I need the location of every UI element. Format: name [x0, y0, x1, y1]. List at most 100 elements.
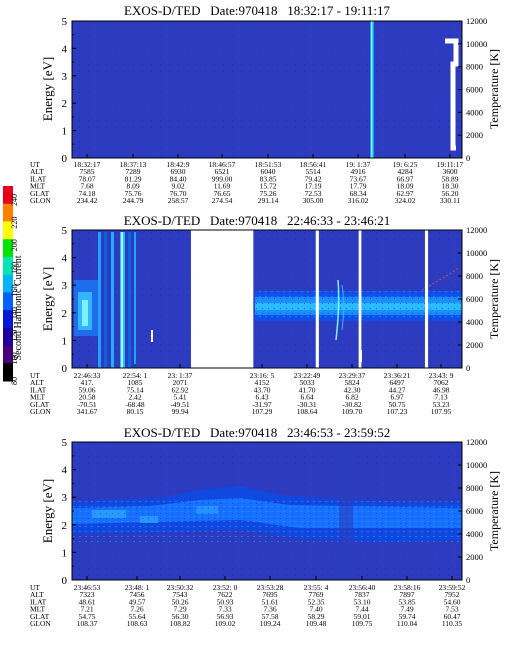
ephemeris-value: 108.37	[77, 619, 98, 628]
ephemeris-value: 55.64	[129, 612, 146, 621]
ephemeris-value: 324.02	[395, 196, 416, 205]
ephemeris-value: 5514	[306, 167, 321, 176]
ephemeris-row-label: GLON	[30, 407, 51, 416]
ephemeris-value: 2071	[173, 378, 188, 387]
panel-1-texture	[72, 21, 462, 158]
panel-1-ylabel: Energy [eV]	[40, 57, 55, 121]
ephemeris-value: 7062	[434, 378, 449, 387]
y2-tick-label: 2000	[466, 340, 483, 350]
colorbar-tick-label: 100	[10, 352, 19, 364]
ephemeris-value: 3600	[443, 167, 458, 176]
plot-frame	[71, 441, 463, 581]
ephemeris-value: 7585	[80, 167, 95, 176]
ephemeris-value: 23:50:32	[167, 583, 194, 592]
ephemeris-value: 53.10	[354, 597, 371, 606]
ephemeris-value: 23:59:52	[439, 583, 466, 592]
panel-3-y2label: Temperature [K]	[487, 471, 501, 551]
ephemeris-value: 59.01	[354, 612, 371, 621]
ephemeris-value: 4916	[351, 167, 366, 176]
ephemeris-value: 79.42	[305, 174, 322, 183]
ephemeris-value: 50.26	[172, 597, 189, 606]
ephemeris-value: 46.98	[433, 385, 450, 394]
ephemeris-value: 7.68	[80, 182, 93, 191]
ephemeris-value: 17.19	[305, 182, 322, 191]
ephemeris-value: 19:11:17	[437, 160, 464, 169]
y-tick-label: 4	[62, 43, 68, 55]
ephemeris-value: 23:52: 0	[213, 583, 238, 592]
panel-1-title: EXOS-D/TED Date:970418 18:32:17 - 19:11:…	[124, 3, 390, 18]
ephemeris-value: 50.93	[217, 597, 234, 606]
ephemeris-value: 7.49	[400, 605, 413, 614]
ephemeris-value: 78.07	[79, 174, 96, 183]
panel-1: EXOS-D/TED Date:970418 18:32:17 - 19:11:…	[30, 3, 501, 205]
y-tick-label: 3	[62, 492, 68, 504]
ephemeris-value: 49.57	[129, 597, 146, 606]
data-gap	[358, 230, 362, 368]
ephemeris-value: 107.23	[387, 407, 408, 416]
ephemeris-value: 7543	[173, 590, 188, 599]
colorbar-swatch	[3, 239, 13, 258]
y2-tick-label: 4000	[466, 107, 483, 117]
ephemeris-value: 7897	[400, 590, 415, 599]
ephemeris-value: 59.74	[399, 612, 416, 621]
ephemeris-value: 62.92	[172, 385, 189, 394]
ephemeris-row-label: ILAT	[30, 174, 47, 183]
y-tick-label: 3	[62, 71, 68, 83]
ephemeris-row-label: UT	[30, 583, 40, 592]
ephemeris-row-label: GLAT	[30, 400, 50, 409]
ephemeris-value: 18:32:17	[74, 160, 101, 169]
panel-2-title: EXOS-D/TED Date:970418 22:46:33 - 23:46:…	[124, 213, 390, 228]
y2-tick-label: 6000	[466, 294, 483, 304]
ephemeris-value: 17.79	[350, 182, 367, 191]
y2-tick-label: 6000	[466, 85, 483, 95]
panel-2-early-spikes	[74, 232, 153, 368]
y-tick-label: 0	[62, 153, 68, 165]
ephemeris-row-label: GLON	[30, 619, 51, 628]
colorbar-tick-label: 220	[10, 217, 19, 229]
y-tick-label: 0	[62, 575, 68, 587]
ephemeris-value: 75.76	[125, 189, 142, 198]
colorbar-tick-label: 80	[10, 377, 19, 385]
colorbar-swatch	[3, 327, 13, 347]
panel-2-ylabel: Energy [eV]	[40, 267, 55, 331]
ephemeris-value: 244.79	[123, 196, 144, 205]
ephemeris-value: 7.26	[130, 605, 143, 614]
ephemeris-value: 11.69	[214, 182, 231, 191]
ephemeris-value: 6497	[390, 378, 405, 387]
ephemeris-value: 18:51:53	[255, 160, 282, 169]
colorbar-swatch	[3, 310, 13, 329]
ephemeris-value: 19: 6:25	[393, 160, 418, 169]
y2-tick-label: 10000	[466, 39, 487, 49]
ephemeris-value: 19: 1:37	[346, 160, 371, 169]
panel-2-y2label: Temperature [K]	[487, 259, 501, 339]
ephemeris-value: 7289	[126, 167, 141, 176]
y2-tick-label: 8000	[466, 483, 483, 493]
ephemeris-value: 4284	[398, 167, 413, 176]
y-tick-label: 4	[62, 253, 68, 265]
ephemeris-value: 316.02	[348, 196, 369, 205]
ephemeris-value: 41.70	[299, 385, 316, 394]
y-tick-label: 2	[62, 308, 68, 320]
ephemeris-value: 56.93	[217, 612, 234, 621]
ephemeris-value: 66.97	[397, 174, 414, 183]
ephemeris-value: 84.40	[170, 174, 187, 183]
plot-frame	[71, 20, 463, 159]
ephemeris-row-label: GLAT	[30, 612, 50, 621]
ephemeris-value: 5824	[345, 378, 360, 387]
ephemeris-value: 42.30	[344, 385, 361, 394]
colorbar-ticks: 240 220 200 180 160 140 120 100 80	[10, 194, 19, 385]
ephemeris-row-label: MLT	[30, 393, 46, 402]
ephemeris-value: 5.41	[173, 393, 186, 402]
ephemeris-value: 43.70	[254, 385, 271, 394]
panel-2-y2-ticks: 0 2000 4000 6000 8000 10000 12000	[458, 225, 487, 373]
colorbar-swatch	[3, 186, 13, 205]
y2-tick-label: 0	[466, 153, 470, 163]
y2-tick-label: 8000	[466, 271, 483, 281]
y-tick-label: 5	[62, 16, 68, 28]
ephemeris-value: 75.14	[127, 385, 144, 394]
ephemeris-value: -68.48	[125, 400, 145, 409]
ephemeris-value: 107.95	[431, 407, 452, 416]
ephemeris-value: 59.06	[79, 385, 96, 394]
ephemeris-value: 23:55: 4	[304, 583, 329, 592]
